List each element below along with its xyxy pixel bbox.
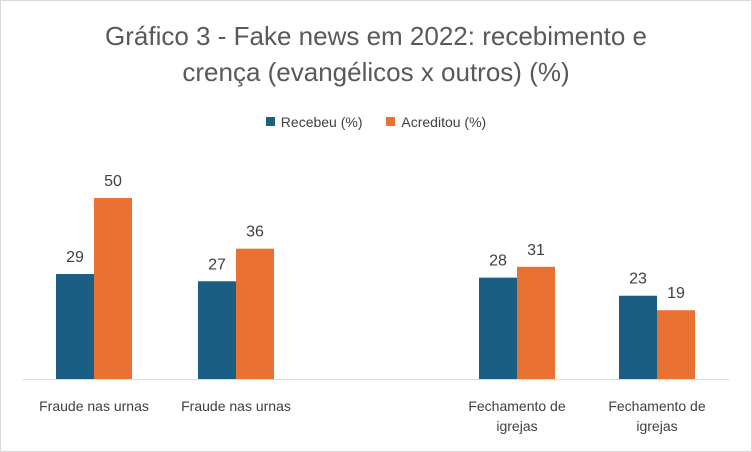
category-label-3-line-2: igrejas (496, 418, 537, 434)
data-label-recebeu-4: 23 (629, 271, 647, 288)
chart-title: Gráfico 3 - Fake news em 2022: recebimen… (0, 18, 752, 90)
category-label-1-line-1: Fraude nas urnas (39, 398, 149, 414)
legend-swatch-acreditou (386, 117, 396, 126)
bar-acreditou-4 (657, 310, 695, 379)
legend-item-acreditou: Acreditou (%) (386, 113, 486, 131)
legend-label-acreditou: Acreditou (%) (401, 113, 487, 130)
data-label-acreditou-3: 31 (527, 242, 545, 259)
legend-swatch-recebeu (265, 117, 275, 126)
data-label-recebeu-2: 27 (208, 256, 226, 273)
legend-item-recebeu: Recebeu (%) (265, 113, 363, 131)
chart-title-line-2: crença (evangélicos x outros) (%) (182, 57, 570, 87)
chart-legend: Recebeu (%) Acreditou (%) (0, 112, 752, 131)
data-label-recebeu-3: 28 (489, 253, 507, 270)
legend-label-recebeu: Recebeu (%) (280, 113, 363, 130)
data-label-acreditou-2: 36 (246, 224, 264, 241)
bar-recebeu-3 (479, 277, 517, 379)
bar-acreditou-1 (94, 198, 132, 379)
bar-recebeu-1 (56, 274, 94, 379)
data-label-acreditou-1: 50 (104, 173, 122, 190)
bar-acreditou-3 (517, 266, 555, 379)
chart-title-line-1: Gráfico 3 - Fake news em 2022: recebimen… (105, 21, 647, 51)
category-label-4-line-1: Fechamento de (608, 398, 705, 414)
category-label-4-line-2: igrejas (636, 418, 677, 434)
bar-acreditou-2 (236, 248, 274, 379)
bar-recebeu-4 (619, 295, 657, 379)
bar-recebeu-2 (198, 281, 236, 379)
data-label-recebeu-1: 29 (66, 249, 84, 266)
data-label-acreditou-4: 19 (667, 285, 685, 302)
category-label-2-line-1: Fraude nas urnas (181, 398, 291, 414)
category-label-3-line-1: Fechamento de (468, 398, 565, 414)
